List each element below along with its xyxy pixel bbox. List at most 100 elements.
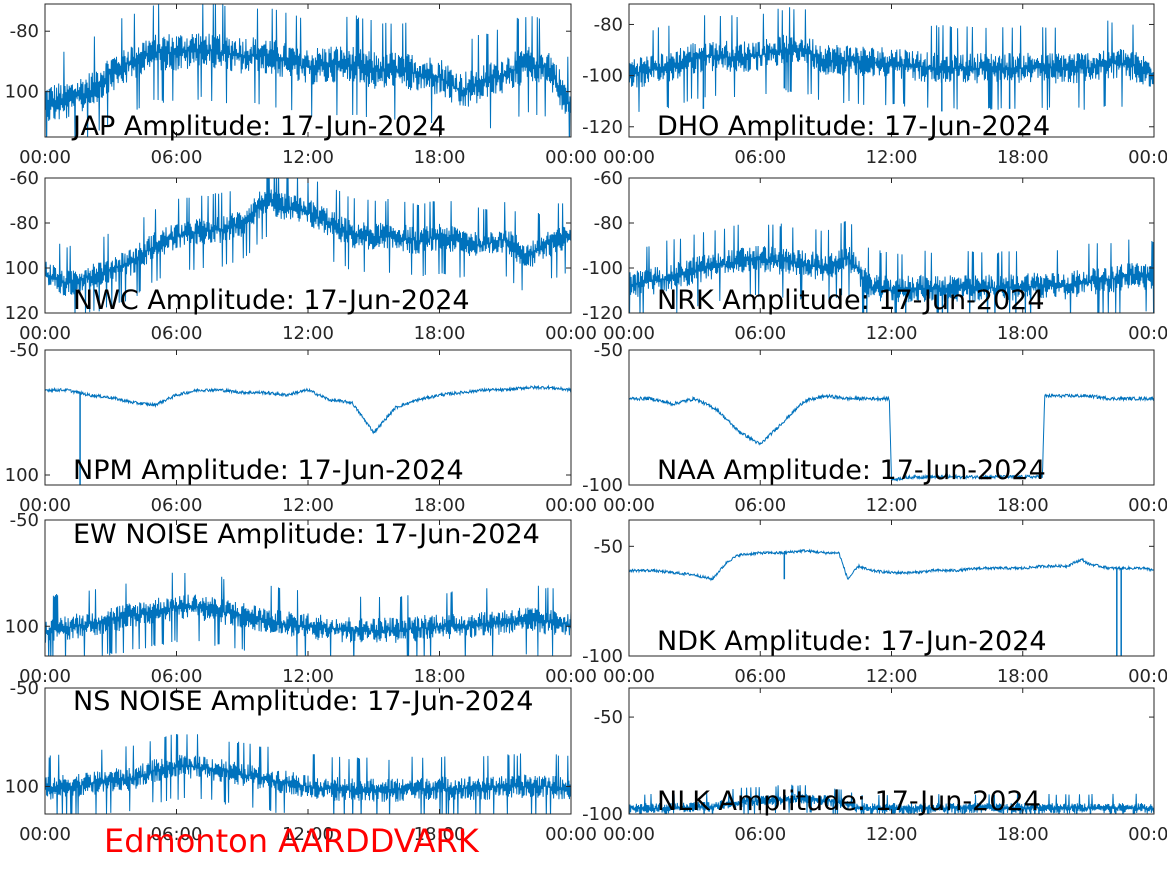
y-tick-label: -100: [582, 475, 623, 496]
y-tick-label: -80: [594, 14, 623, 35]
panel-title: JAP Amplitude: 17-Jun-2024: [71, 111, 446, 142]
series-line: [45, 572, 571, 656]
x-tick-label: 18:00: [997, 147, 1049, 168]
panel-title: NRK Amplitude: 17-Jun-2024: [657, 285, 1045, 316]
x-tick-label: 12:00: [282, 666, 334, 687]
x-tick-label: 06:00: [151, 147, 203, 168]
x-tick-label: 06:00: [151, 824, 203, 845]
y-tick-label: -120: [582, 303, 623, 324]
y-tick-label: -120: [582, 117, 623, 138]
x-tick-label: 18:00: [414, 323, 466, 344]
x-tick-label: 06:00: [734, 666, 786, 687]
x-tick-label: 00:00: [1128, 323, 1167, 344]
x-tick-label: 00:00: [545, 495, 597, 516]
y-tick-label: -50: [594, 536, 623, 557]
x-tick-label: 12:00: [866, 147, 918, 168]
panel-nwc: 00:00 06:00 12:00 18:00 00:00 -60 -80 100 120 NWC…: [5, 168, 597, 344]
x-tick-label: 00:00: [603, 323, 655, 344]
x-tick-label: 00:00: [19, 666, 71, 687]
panel-ew-noise: 00:00 06:00 12:00 18:00 00:00 -50 100 EW NOISE …: [5, 510, 597, 687]
x-tick-label: 06:00: [734, 323, 786, 344]
y-tick-label: -50: [10, 678, 39, 699]
y-tick-label: -80: [10, 21, 39, 42]
x-tick-label: 12:00: [282, 824, 334, 845]
series-line: [629, 7, 1154, 112]
y-tick-label: -50: [10, 510, 39, 531]
panel-title: NWC Amplitude: 17-Jun-2024: [73, 285, 470, 316]
y-tick-label: 100: [5, 616, 39, 637]
x-tick-label: 00:00: [1128, 147, 1167, 168]
panel-title: NLK Amplitude: 17-Jun-2024: [657, 786, 1041, 817]
panel-dho: 00:00 06:00 12:00 18:00 00:00 -80 -100 -120 DHO …: [582, 3, 1167, 168]
y-tick-label: 120: [5, 303, 39, 324]
panel-ndk: 00:00 06:00 12:00 18:00 00:00 -50 -100 NDK Ampl…: [582, 519, 1167, 687]
series-line: [629, 221, 1154, 313]
series-line: [45, 734, 571, 814]
panel-ns-noise: 00:00 06:00 12:00 18:00 00:00 -50 100 NS NOISE …: [5, 678, 597, 845]
series-line: [45, 4, 571, 137]
x-tick-label: 12:00: [282, 495, 334, 516]
y-tick-label: -100: [582, 258, 623, 279]
x-tick-label: 06:00: [734, 147, 786, 168]
y-tick-label: -100: [582, 66, 623, 87]
x-tick-label: 06:00: [151, 323, 203, 344]
x-tick-label: 00:00: [19, 323, 71, 344]
y-tick-label: -80: [10, 213, 39, 234]
x-tick-label: 00:00: [603, 147, 655, 168]
x-tick-label: 00:00: [545, 147, 597, 168]
y-tick-label: -50: [594, 340, 623, 361]
y-tick-label: -60: [594, 168, 623, 189]
x-tick-label: 00:00: [1128, 495, 1167, 516]
x-tick-label: 12:00: [282, 323, 334, 344]
x-tick-label: 18:00: [414, 495, 466, 516]
x-tick-label: 06:00: [151, 495, 203, 516]
x-tick-label: 18:00: [997, 666, 1049, 687]
x-tick-label: 00:00: [545, 323, 597, 344]
panel-npm: 00:00 06:00 12:00 18:00 00:00 -50 100 NPM Ampli…: [5, 340, 597, 516]
x-tick-label: 00:00: [19, 824, 71, 845]
panel-title: DHO Amplitude: 17-Jun-2024: [657, 111, 1050, 142]
x-tick-label: 12:00: [866, 666, 918, 687]
x-tick-label: 00:00: [603, 666, 655, 687]
x-tick-label: 06:00: [734, 495, 786, 516]
x-tick-label: 06:00: [734, 824, 786, 845]
x-tick-label: 18:00: [997, 323, 1049, 344]
y-tick-label: 100: [5, 776, 39, 797]
x-tick-label: 00:00: [1128, 666, 1167, 687]
panel-naa: 00:00 06:00 12:00 18:00 00:00 -50 -100 NAA Ampl…: [582, 340, 1167, 516]
series-line: [45, 178, 571, 313]
x-tick-label: 12:00: [866, 824, 918, 845]
x-tick-label: 18:00: [414, 147, 466, 168]
series-line: [45, 384, 571, 435]
y-tick-label: -100: [582, 646, 623, 667]
series-line: [629, 548, 1154, 582]
series-line: [629, 784, 1154, 814]
y-tick-label: -80: [594, 213, 623, 234]
y-tick-label: 100: [5, 258, 39, 279]
y-tick-label: 100: [5, 82, 39, 103]
y-tick-label: -50: [594, 707, 623, 728]
x-tick-label: 12:00: [866, 323, 918, 344]
y-tick-label: -60: [10, 168, 39, 189]
panel-nrk: 00:00 06:00 12:00 18:00 00:00 -60 -80 -100 -120 N…: [582, 168, 1167, 344]
y-tick-label: 100: [5, 465, 39, 486]
panel-nlk: 00:00 06:00 12:00 18:00 00:00 -50 -100 NLK Ampl…: [582, 687, 1167, 845]
x-tick-label: 00:00: [19, 495, 71, 516]
x-tick-label: 00:00: [603, 824, 655, 845]
x-tick-label: 00:00: [545, 824, 597, 845]
x-tick-label: 00:00: [19, 147, 71, 168]
x-tick-label: 00:00: [603, 495, 655, 516]
panel-title: NAA Amplitude: 17-Jun-2024: [657, 455, 1046, 486]
x-tick-label: 00:00: [1128, 824, 1167, 845]
panel-jap: 00:00 06:00 12:00 18:00 00:00 -80 100 JAP Ampli…: [5, 3, 597, 168]
panel-title: NPM Amplitude: 17-Jun-2024: [73, 455, 464, 486]
x-tick-label: 18:00: [997, 824, 1049, 845]
x-tick-label: 00:00: [545, 666, 597, 687]
x-tick-label: 18:00: [414, 824, 466, 845]
y-tick-label: -50: [10, 340, 39, 361]
y-tick-label: -100: [582, 804, 623, 825]
x-tick-label: 18:00: [997, 495, 1049, 516]
panel-title: EW NOISE Amplitude: 17-Jun-2024: [73, 519, 540, 550]
x-tick-label: 18:00: [414, 666, 466, 687]
